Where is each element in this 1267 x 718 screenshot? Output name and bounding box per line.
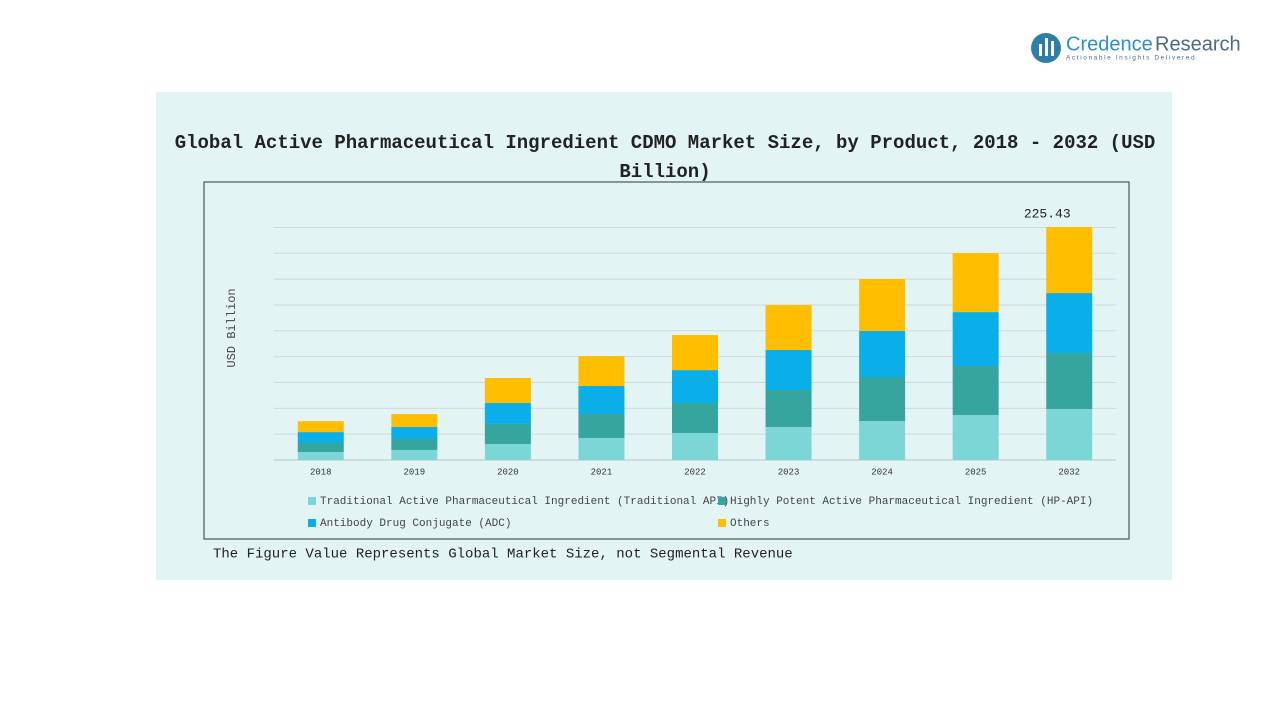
bar-segment	[297, 443, 344, 453]
legend-swatch	[308, 519, 316, 527]
bar-segment	[859, 377, 906, 422]
x-tick-label: 2020	[497, 467, 519, 477]
logo-icon	[1045, 38, 1048, 56]
legend-label: Traditional Active Pharmaceutical Ingred…	[320, 496, 729, 508]
panel	[156, 92, 1172, 580]
legend-label: Highly Potent Active Pharmaceutical Ingr…	[730, 496, 1093, 508]
bar-segment	[484, 402, 531, 424]
bar-segment	[952, 415, 999, 460]
bar-segment	[578, 385, 625, 415]
bar-segment	[578, 437, 625, 460]
chart-title: Global Active Pharmaceutical Ingredient …	[175, 132, 1156, 183]
x-tick-label: 2024	[871, 467, 893, 477]
bar-segment	[765, 390, 812, 428]
bar-segment	[1046, 227, 1093, 294]
bar-segment	[297, 421, 344, 433]
brand-name: Credence	[1066, 33, 1153, 55]
legend-label: Antibody Drug Conjugate (ADC)	[320, 518, 511, 530]
bar-segment	[1046, 293, 1093, 354]
bar-segment	[484, 443, 531, 460]
legend-swatch	[718, 519, 726, 527]
bar-segment	[391, 439, 438, 450]
bar-segment	[1046, 409, 1093, 460]
legend-label: Others	[730, 518, 770, 530]
x-tick-label: 2021	[591, 467, 613, 477]
bar-segment	[672, 335, 718, 371]
footnote: The Figure Value Represents Global Marke…	[213, 547, 793, 563]
plot-frame	[203, 181, 1130, 540]
bar-segment	[578, 414, 625, 438]
bar-segment	[672, 433, 718, 460]
bar-segment	[765, 427, 812, 460]
x-tick-label: 2018	[310, 467, 332, 477]
x-tick-label: 2019	[404, 467, 426, 477]
bar-segment	[952, 312, 999, 367]
bar-segment	[578, 356, 625, 386]
legend-swatch	[718, 497, 726, 505]
bar-segment	[859, 331, 906, 378]
bar-segment	[484, 377, 531, 403]
bar-segment	[765, 305, 812, 351]
bar-segment	[484, 423, 531, 444]
x-tick-label: 2032	[1058, 467, 1080, 477]
x-tick-label: 2022	[684, 467, 706, 477]
logo-icon	[1039, 44, 1042, 56]
brand-name: Research	[1155, 33, 1241, 55]
logo-icon	[1051, 41, 1054, 56]
bar-segment	[859, 421, 906, 460]
logo: Credence Research Actionable Insights De…	[1031, 33, 1241, 63]
bar-segment	[952, 366, 999, 416]
bar-segment	[952, 253, 999, 313]
legend-swatch	[308, 497, 316, 505]
bar-segment	[672, 403, 718, 434]
value-label: 225.43	[1024, 206, 1071, 221]
bar-segment	[391, 449, 438, 460]
bar-segment	[859, 279, 906, 332]
x-tick-label: 2023	[778, 467, 800, 477]
brand-tagline: Actionable Insights Delivered	[1066, 55, 1196, 62]
bar-segment	[391, 427, 438, 440]
bar-segment	[297, 432, 344, 444]
y-axis-label: USD Billion	[225, 288, 239, 367]
bar-segment	[1046, 353, 1093, 410]
bar-segment	[297, 452, 344, 460]
x-tick-label: 2025	[965, 467, 987, 477]
bar-segment	[765, 350, 812, 391]
bar-segment	[672, 370, 718, 404]
bar-segment	[391, 414, 438, 428]
